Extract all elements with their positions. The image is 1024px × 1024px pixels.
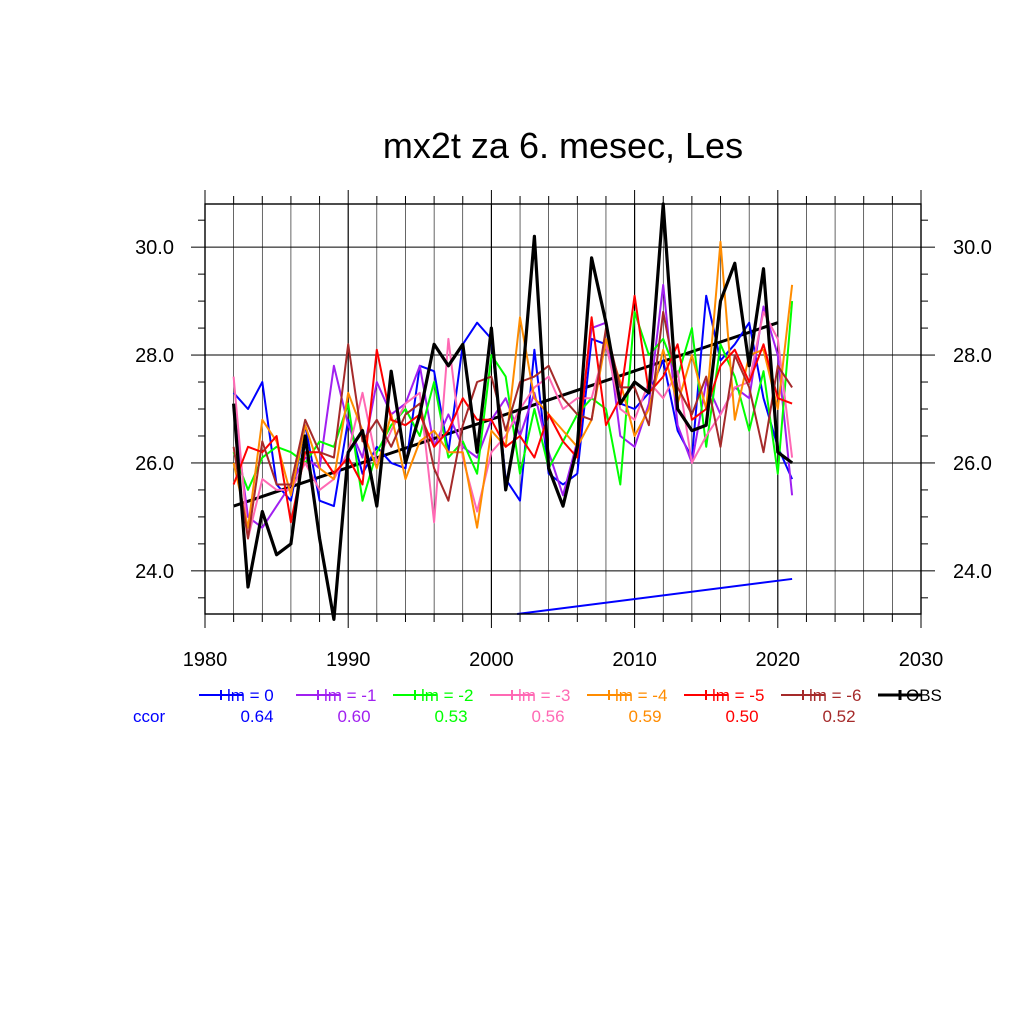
y-tick-label-right: 24.0 (953, 561, 992, 583)
x-tick-label: 2030 (899, 649, 944, 671)
legend-label-7: OBS (906, 686, 942, 705)
legend-label-1: lm = -1 (324, 686, 376, 705)
chart-title: mx2t za 6. mesec, Les (383, 125, 743, 166)
ccor-value-0: 0.64 (240, 707, 273, 726)
series-line-3 (232, 310, 794, 540)
y-tick-label-left: 28.0 (135, 345, 174, 367)
ccor-value-1: 0.60 (337, 707, 370, 726)
y-tick-label-left: 30.0 (135, 237, 174, 259)
trend-lines (233, 321, 793, 615)
legend-label-6: lm = -6 (809, 686, 861, 705)
x-tick-label: 2020 (756, 649, 801, 671)
y-tick-label-right: 30.0 (953, 237, 992, 259)
x-tick-label: 1990 (326, 649, 371, 671)
series-line-2 (232, 301, 794, 502)
ccor-trend-line (517, 577, 793, 615)
legend-label-3: lm = -3 (518, 686, 570, 705)
legend: ccor lm = 0 0.64 lm = -1 0.60 lm = -2 0.53 lm =… (133, 686, 942, 726)
legend-label-0: lm = 0 (227, 686, 274, 705)
series-line-4 (232, 240, 794, 529)
x-tick-label: 2000 (469, 649, 514, 671)
x-tick-label: 1980 (183, 649, 228, 671)
y-tick-label-left: 26.0 (135, 453, 174, 475)
ccor-label: ccor (133, 707, 165, 726)
ccor-value-4: 0.59 (628, 707, 661, 726)
series-line-0 (232, 294, 794, 508)
y-tick-label-left: 24.0 (135, 561, 174, 583)
ccor-value-2: 0.53 (434, 707, 467, 726)
legend-label-2: lm = -2 (421, 686, 473, 705)
x-tick-label: 2010 (612, 649, 657, 671)
ccor-value-5: 0.50 (725, 707, 758, 726)
ccor-value-6: 0.52 (822, 707, 855, 726)
y-tick-label-right: 26.0 (953, 453, 992, 475)
ccor-value-3: 0.56 (531, 707, 564, 726)
series-line-7 (232, 202, 794, 622)
legend-label-4: lm = -4 (615, 686, 667, 705)
y-tick-label-right: 28.0 (953, 345, 992, 367)
tick-labels: 1980 1990 2000 2010 2020 2030 24.0 24.0 26.0 26.0… (135, 237, 992, 671)
plot-frame (191, 190, 935, 628)
series-lines (232, 202, 794, 622)
series-line-1 (232, 283, 794, 529)
obs-trend-line (233, 321, 779, 508)
series-line-6 (232, 310, 793, 540)
legend-label-5: lm = -5 (712, 686, 764, 705)
